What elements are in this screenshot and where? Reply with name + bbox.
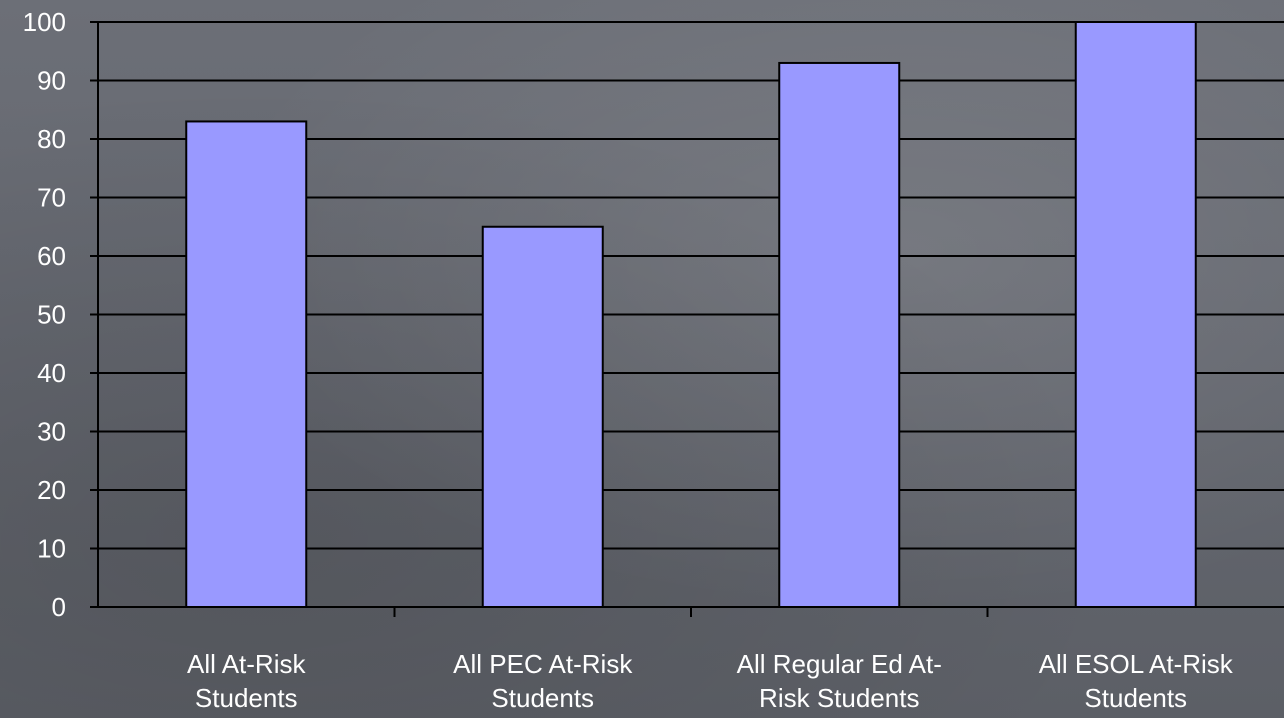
x-category-label-line: Risk Students xyxy=(759,683,919,713)
x-category-labels: All At-Risk Students All PEC At-Risk Studen… xyxy=(187,649,1234,713)
y-tick-label: 70 xyxy=(37,183,66,213)
x-category-label: All PEC At-Risk Students xyxy=(453,649,633,713)
x-category-label-line: All PEC At-Risk xyxy=(453,649,633,679)
y-tick-label: 80 xyxy=(37,124,66,154)
y-tick-label: 50 xyxy=(37,300,66,330)
y-tick-label: 100 xyxy=(23,7,66,37)
y-tick-label: 30 xyxy=(37,417,66,447)
x-category-label-line: All Regular Ed At- xyxy=(737,649,942,679)
axes xyxy=(90,21,1284,617)
bar-4 xyxy=(1074,21,1197,608)
x-category-label-line: Students xyxy=(491,683,594,713)
x-category-label: All At-Risk Students xyxy=(187,649,306,713)
y-tick-label: 0 xyxy=(52,592,66,622)
y-tick-label: 10 xyxy=(37,534,66,564)
x-category-label: All Regular Ed At- Risk Students xyxy=(737,649,942,713)
y-tick-labels: 0 10 20 30 40 50 60 70 80 90 100 xyxy=(23,7,66,622)
bar-1 xyxy=(185,120,308,608)
y-tick-label: 60 xyxy=(37,241,66,271)
x-category-label-line: Students xyxy=(195,683,298,713)
y-tick-label: 40 xyxy=(37,358,66,388)
bar-3 xyxy=(778,61,901,608)
y-tick-label: 90 xyxy=(37,66,66,96)
bar-2 xyxy=(481,225,604,608)
x-category-label-line: All At-Risk xyxy=(187,649,306,679)
x-category-label-line: Students xyxy=(1084,683,1187,713)
x-category-label: All ESOL At-Risk Students xyxy=(1039,649,1234,713)
x-category-label-line: All ESOL At-Risk xyxy=(1039,649,1234,679)
y-tick-label: 20 xyxy=(37,475,66,505)
